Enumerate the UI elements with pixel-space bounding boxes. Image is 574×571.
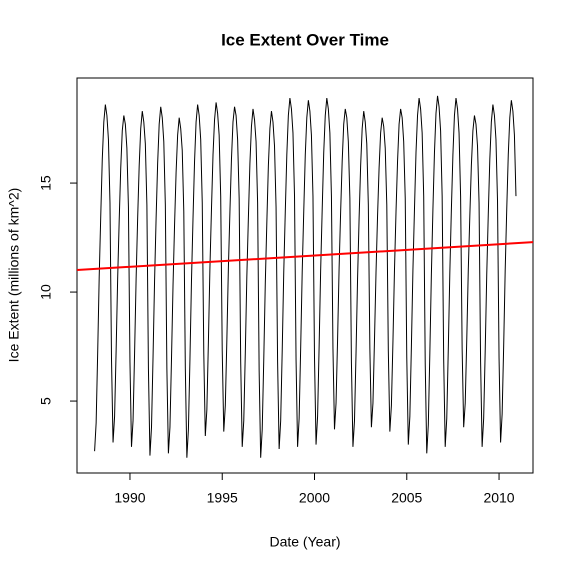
chart-title: Ice Extent Over Time — [221, 30, 389, 49]
x-tick-label: 2000 — [299, 490, 330, 506]
y-tick-label: 5 — [38, 397, 54, 405]
trend-line — [76, 241, 534, 272]
y-tick-label: 15 — [38, 175, 54, 191]
data-line — [94, 95, 517, 458]
x-tick-label: 1995 — [207, 490, 238, 506]
x-tick-label: 1990 — [114, 490, 145, 506]
x-axis-label: Date (Year) — [269, 534, 340, 550]
x-tick-label: 2005 — [391, 490, 422, 506]
x-tick-label: 2010 — [483, 490, 514, 506]
y-axis-label: Ice Extent (millions of km^2) — [6, 188, 22, 363]
y-tick-label: 10 — [38, 284, 54, 300]
